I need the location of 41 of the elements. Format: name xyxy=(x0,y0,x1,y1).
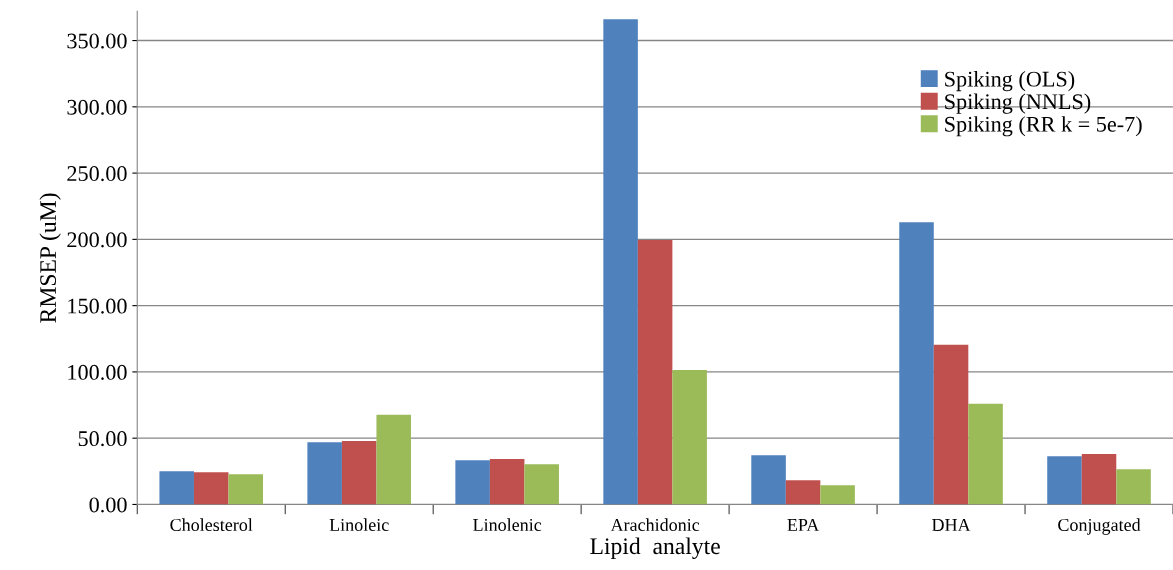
bar xyxy=(637,240,673,505)
x-tick-label: DHA xyxy=(932,518,971,531)
x-tick-label: Cholesterol xyxy=(170,518,253,532)
bar xyxy=(376,414,411,505)
y-tick-label: 100.00 xyxy=(68,364,127,380)
legend-label: Spiking (RR k = 5e-7) xyxy=(945,116,1142,137)
y-tick-label: 150.00 xyxy=(68,298,127,314)
y-tick-label: 50.00 xyxy=(78,431,127,447)
bar xyxy=(524,464,559,505)
bar xyxy=(1081,454,1117,505)
bar xyxy=(455,460,490,505)
y-tick-label: 250.00 xyxy=(67,166,127,182)
bar xyxy=(1047,456,1082,505)
bar xyxy=(603,19,638,505)
x-tick-label: Linolenic xyxy=(473,518,542,532)
bar xyxy=(785,480,821,505)
bar xyxy=(672,369,707,505)
y-axis-title: RMSEP (uM) xyxy=(39,193,61,323)
x-tick-label: Conjugated xyxy=(1058,518,1141,535)
bar xyxy=(307,442,342,505)
x-axis-title: Lipid analyte xyxy=(590,537,720,560)
x-tick-label: Arachidonic xyxy=(610,518,700,532)
bar xyxy=(228,474,264,505)
bar xyxy=(933,344,969,505)
legend-label: Spiking (OLS) xyxy=(945,70,1075,92)
bar xyxy=(193,472,229,505)
y-tick-label: 350.00 xyxy=(67,33,127,49)
bar xyxy=(899,222,934,505)
x-tick-label: EPA xyxy=(787,518,820,531)
y-tick-label: 200.00 xyxy=(67,232,127,248)
bar xyxy=(751,455,786,505)
legend-label: Spiking (NNLS) xyxy=(945,93,1091,114)
bar xyxy=(968,403,1003,505)
y-tick-label: 300.00 xyxy=(67,99,127,115)
bar xyxy=(159,471,194,505)
x-tick-label: Linoleic xyxy=(329,518,389,532)
bar xyxy=(489,459,525,505)
bar xyxy=(341,441,377,505)
y-tick-label: 0.00 xyxy=(89,497,127,513)
bar xyxy=(820,485,855,505)
bar xyxy=(1116,469,1151,505)
